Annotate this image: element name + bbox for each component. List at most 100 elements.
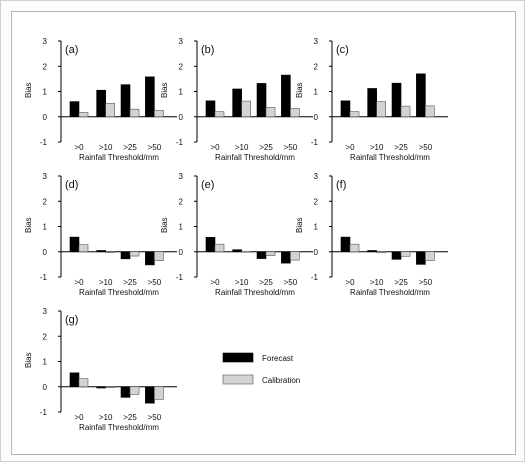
bar-forecast — [367, 250, 377, 253]
y-axis-label: Bias — [295, 217, 304, 233]
y-axis-label: Bias — [295, 82, 304, 98]
panel-label: (g) — [65, 314, 78, 326]
bar-calibration — [349, 243, 360, 253]
x-tick-label: >50 — [419, 278, 433, 287]
x-tick-label: >50 — [148, 278, 162, 287]
y-tick-label: -1 — [40, 408, 48, 417]
bar-calibration — [78, 112, 89, 118]
bar-forecast — [340, 236, 351, 253]
bar-forecast — [367, 88, 377, 118]
bar-calibration — [376, 251, 386, 254]
x-axis-label: Rainfall Threshold/mm — [79, 288, 159, 297]
y-tick-label: -1 — [311, 138, 319, 147]
bar-calibration — [105, 103, 115, 118]
bar-forecast — [96, 89, 106, 118]
y-tick-label: 2 — [43, 332, 48, 341]
y-tick-label: 0 — [314, 248, 319, 257]
bar-calibration — [241, 100, 251, 118]
panel-label: (d) — [65, 179, 78, 191]
y-tick-label: -1 — [176, 138, 184, 147]
panel-label: (c) — [336, 44, 349, 56]
x-axis-label: Rainfall Threshold/mm — [350, 288, 430, 297]
bar-forecast — [145, 386, 155, 404]
x-axis-label: Rainfall Threshold/mm — [215, 288, 295, 297]
bar-calibration — [154, 251, 164, 261]
y-tick-label: -1 — [40, 273, 48, 282]
y-tick-label: 0 — [43, 113, 48, 122]
x-tick-label: >25 — [123, 278, 137, 287]
x-tick-label: >0 — [74, 278, 84, 287]
bar-forecast — [96, 386, 106, 389]
y-tick-label: 0 — [179, 113, 184, 122]
x-tick-label: >10 — [99, 413, 113, 422]
bar-calibration — [214, 243, 225, 253]
y-axis-label: Bias — [160, 82, 169, 98]
y-tick-label: 0 — [179, 248, 184, 257]
bar-forecast — [120, 386, 131, 398]
bar-forecast — [205, 100, 216, 118]
panel-label: (a) — [65, 44, 78, 56]
x-tick-label: >10 — [235, 143, 249, 152]
bar-forecast — [205, 237, 216, 253]
bar-forecast — [145, 251, 155, 266]
bar-calibration — [290, 251, 300, 261]
x-tick-label: >0 — [210, 143, 220, 152]
legend-swatch-calibration — [222, 374, 254, 385]
bar-forecast — [69, 372, 80, 388]
bar-forecast — [120, 84, 131, 118]
y-tick-label: 2 — [43, 62, 48, 71]
panel-label: (b) — [201, 44, 214, 56]
y-tick-label: 2 — [179, 62, 184, 71]
bar-calibration — [425, 251, 435, 261]
y-tick-label: 3 — [314, 37, 319, 46]
x-tick-label: >0 — [74, 413, 84, 422]
x-axis-label: Rainfall Threshold/mm — [215, 153, 295, 162]
bar-forecast — [256, 251, 267, 259]
y-tick-label: 2 — [179, 197, 184, 206]
x-tick-label: >10 — [370, 143, 384, 152]
x-tick-label: >10 — [99, 143, 113, 152]
bar-forecast — [391, 251, 402, 260]
y-tick-label: 3 — [43, 172, 48, 181]
y-tick-label: 1 — [43, 88, 48, 97]
bar-calibration — [400, 105, 411, 118]
y-tick-label: 1 — [179, 88, 184, 97]
bar-calibration — [154, 386, 164, 400]
legend: Forecast Calibration — [222, 352, 300, 385]
y-tick-label: 3 — [43, 37, 48, 46]
x-tick-label: >0 — [345, 278, 355, 287]
y-tick-label: 1 — [314, 223, 319, 232]
y-tick-label: 0 — [314, 113, 319, 122]
bar-forecast — [69, 236, 80, 253]
x-axis-label: Rainfall Threshold/mm — [79, 423, 159, 432]
y-tick-label: 0 — [43, 248, 48, 257]
bar-calibration — [129, 108, 140, 118]
y-tick-label: 2 — [314, 62, 319, 71]
bar-calibration — [105, 251, 115, 254]
y-tick-label: 3 — [179, 37, 184, 46]
x-tick-label: >50 — [419, 143, 433, 152]
y-tick-label: 1 — [179, 223, 184, 232]
bar-calibration — [400, 251, 411, 257]
x-tick-label: >50 — [284, 278, 298, 287]
bar-forecast — [416, 251, 426, 265]
y-axis-label: Bias — [24, 352, 33, 368]
x-tick-label: >10 — [235, 278, 249, 287]
x-tick-label: >25 — [123, 413, 137, 422]
bar-forecast — [145, 76, 155, 118]
x-axis-label: Rainfall Threshold/mm — [350, 153, 430, 162]
x-axis-label: Rainfall Threshold/mm — [79, 153, 159, 162]
bar-forecast — [391, 82, 402, 118]
bar-forecast — [281, 251, 291, 264]
bar-calibration — [376, 101, 386, 118]
y-tick-label: 3 — [179, 172, 184, 181]
x-tick-label: >50 — [148, 413, 162, 422]
bar-calibration — [78, 378, 89, 388]
bar-calibration — [265, 107, 276, 118]
